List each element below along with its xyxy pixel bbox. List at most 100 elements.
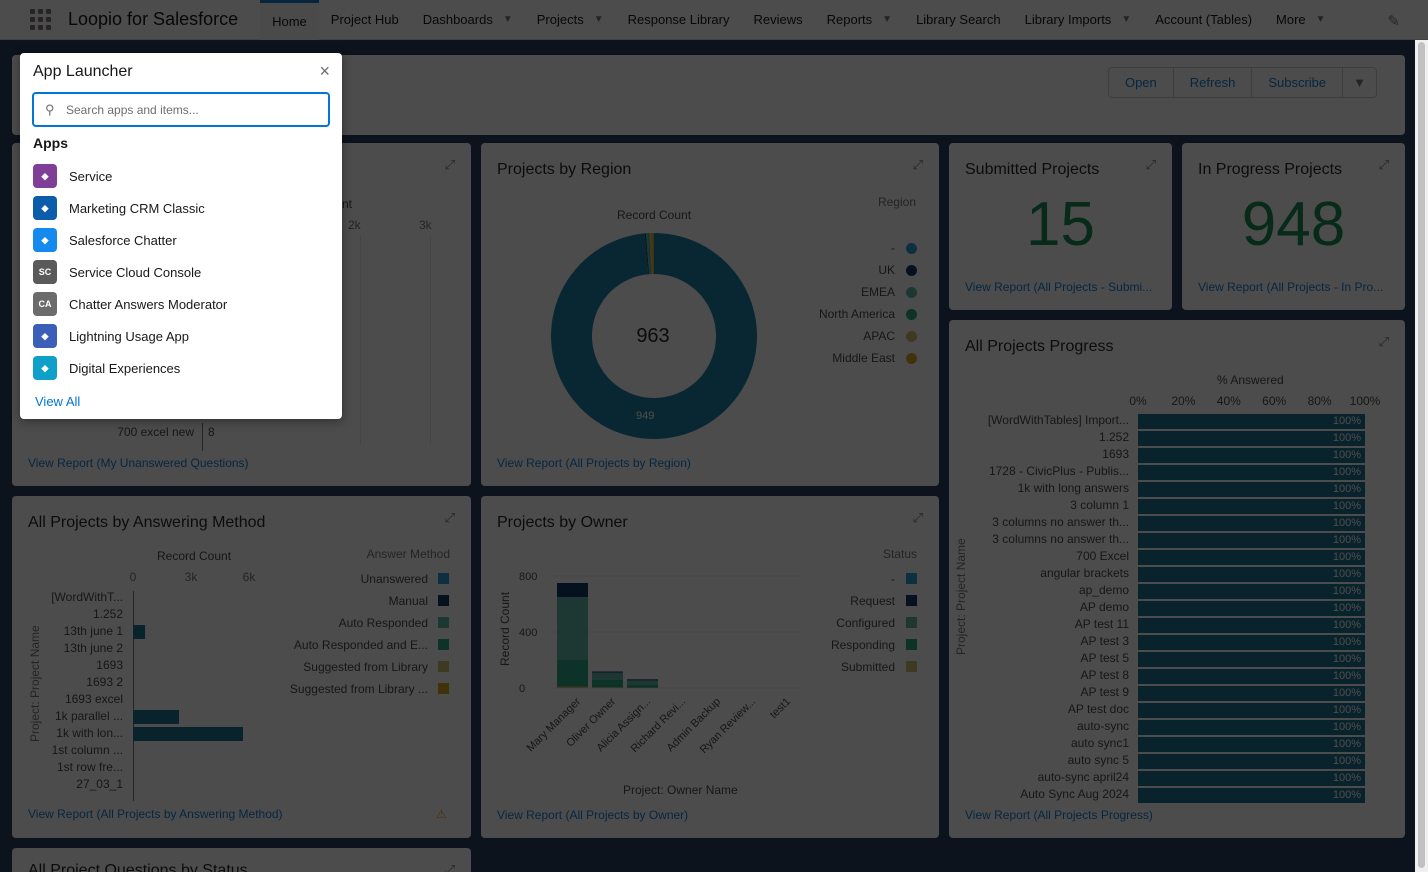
view-report-link[interactable]: View Report (All Projects by Owner) — [497, 808, 689, 822]
chevron-down-icon[interactable]: ▼ — [1315, 14, 1326, 25]
nav-tab-label: Account (Tables) — [1155, 12, 1253, 27]
expand-icon[interactable]: ⤢ — [912, 157, 923, 172]
legend-label: Auto Responded — [338, 616, 428, 630]
app-item[interactable]: ◆ Service — [33, 163, 323, 189]
bar-segment[interactable] — [557, 660, 588, 687]
app-item[interactable]: ◆ Marketing CRM Classic — [33, 195, 323, 221]
app-item[interactable]: CA Chatter Answers Moderator — [33, 291, 323, 317]
legend-swatch — [906, 661, 917, 672]
nav-tab-0[interactable]: Home — [260, 0, 319, 40]
nav-tab-3[interactable]: Projects ▼ — [525, 0, 616, 40]
chevron-down-icon[interactable]: ▼ — [593, 14, 604, 25]
app-search-input[interactable] — [66, 100, 316, 120]
expand-icon[interactable]: ⤢ — [444, 510, 455, 525]
view-report-link[interactable]: View Report (All Projects by Answering M… — [28, 807, 283, 821]
legend-label: APAC — [863, 329, 895, 343]
view-report-link[interactable]: View Report (All Projects - Submi... — [965, 280, 1153, 294]
nav-tab-10[interactable]: More ▼ — [1264, 0, 1338, 40]
expand-icon[interactable]: ⤢ — [1378, 157, 1389, 172]
chevron-down-icon[interactable]: ▼ — [882, 14, 893, 25]
legend-label: Suggested from Library ... — [289, 682, 428, 696]
view-report-link[interactable]: View Report (My Unanswered Questions) — [28, 456, 249, 470]
nav-tab-4[interactable]: Response Library — [616, 0, 742, 40]
nav-tab-1[interactable]: Project Hub — [319, 0, 411, 40]
row-label: auto-sync april24 — [1037, 770, 1129, 784]
view-report-link[interactable]: View Report (All Projects Progress) — [965, 808, 1153, 822]
bar-data-label: 100% — [1332, 755, 1361, 767]
bar-segment[interactable] — [627, 680, 658, 685]
subscribe-button[interactable]: Subscribe — [1251, 67, 1344, 98]
legend-swatch — [906, 309, 917, 320]
row-label: 1k with long answers — [1017, 481, 1129, 495]
nav-tab-5[interactable]: Reviews — [742, 0, 815, 40]
close-icon[interactable]: × — [319, 61, 330, 81]
app-item[interactable]: ◆ Lightning Usage App — [33, 323, 323, 349]
app-item[interactable]: SC Service Cloud Console — [33, 259, 323, 285]
app-item[interactable]: ◆ Digital Experiences — [33, 355, 323, 381]
bar-segment[interactable] — [592, 687, 623, 688]
nav-tab-2[interactable]: Dashboards ▼ — [411, 0, 525, 40]
page-scrollbar[interactable] — [1415, 40, 1428, 872]
warning-icon[interactable]: ⚠ — [436, 807, 447, 821]
legend-label: - — [891, 572, 895, 586]
nav-tab-label: Reports — [826, 12, 873, 27]
view-all-link[interactable]: View All — [35, 394, 81, 409]
app-launcher-waffle-icon[interactable] — [30, 8, 52, 31]
expand-icon[interactable]: ⤢ — [444, 862, 455, 872]
row-label: auto sync 5 — [1067, 753, 1129, 767]
legend-label: - — [891, 241, 895, 255]
nav-tab-9[interactable]: Account (Tables) — [1143, 0, 1264, 40]
bar-data-label: 100% — [1332, 466, 1361, 478]
bar[interactable] — [133, 727, 244, 741]
bar-segment[interactable] — [627, 679, 658, 681]
bar-segment[interactable] — [592, 679, 623, 688]
bar-data-label: 100% — [1332, 517, 1361, 529]
card-title: In Progress Projects — [1198, 161, 1343, 178]
chevron-down-icon[interactable]: ▼ — [1121, 14, 1132, 25]
row-label: 13th june 2 — [63, 641, 123, 655]
expand-icon[interactable]: ⤢ — [912, 510, 923, 525]
app-item[interactable]: ◆ Salesforce Chatter — [33, 227, 323, 253]
open-button[interactable]: Open — [1107, 67, 1174, 98]
card-all-projects-progress: All Projects Progress ⤢ % Answered 0% 20%… — [949, 320, 1405, 838]
expand-icon[interactable]: ⤢ — [1145, 157, 1156, 172]
tick-label: 40% — [1216, 394, 1241, 408]
legend-swatch — [906, 331, 917, 342]
tick-label: 400 — [519, 627, 537, 639]
edit-nav-pencil-icon[interactable]: ✎ — [1387, 13, 1400, 30]
expand-icon[interactable]: ⤢ — [444, 157, 455, 172]
nav-tab-label: More — [1276, 12, 1306, 27]
bar-segment[interactable] — [557, 686, 588, 688]
legend-label: Unanswered — [360, 572, 428, 586]
expand-icon[interactable]: ⤢ — [1378, 334, 1389, 349]
bar-data-label: 100% — [1332, 670, 1361, 682]
bar-segment[interactable] — [592, 672, 623, 680]
refresh-button[interactable]: Refresh — [1172, 67, 1253, 98]
nav-tab-7[interactable]: Library Search — [904, 0, 1013, 40]
chatter-icon: ◆ — [33, 228, 57, 252]
bar[interactable] — [133, 710, 180, 724]
row-label: [WordWithT... — [51, 590, 123, 604]
more-actions-dropdown-icon[interactable]: ▼ — [1342, 67, 1377, 98]
bar-data-label: 100% — [1332, 789, 1361, 801]
bar-data-label: 100% — [1332, 415, 1361, 427]
nav-tab-8[interactable]: Library Imports ▼ — [1013, 0, 1144, 40]
app-launcher-panel: App Launcher × ⚲ Apps ◆ Service ◆ Marketing… — [20, 53, 342, 419]
view-report-link[interactable]: View Report (All Projects - In Pro... — [1198, 280, 1384, 294]
bar-segment[interactable] — [592, 671, 623, 673]
bar[interactable] — [133, 625, 145, 639]
legend-label: UK — [878, 263, 895, 277]
bar-segment[interactable] — [557, 583, 588, 597]
bar-segment[interactable] — [557, 597, 588, 660]
nav-tab-6[interactable]: Reports ▼ — [815, 0, 904, 40]
tick-label: 3k — [184, 570, 198, 584]
lightning-usage-icon: ◆ — [33, 324, 57, 348]
chart-subtitle: Record Count — [617, 208, 692, 222]
bar-data-label: 100% — [1332, 602, 1361, 614]
ca-icon: CA — [33, 292, 57, 316]
bar-segment[interactable] — [627, 684, 658, 688]
chevron-down-icon[interactable]: ▼ — [502, 14, 513, 25]
app-item-label: Lightning Usage App — [69, 328, 189, 344]
view-report-link[interactable]: View Report (All Projects by Region) — [497, 456, 691, 470]
